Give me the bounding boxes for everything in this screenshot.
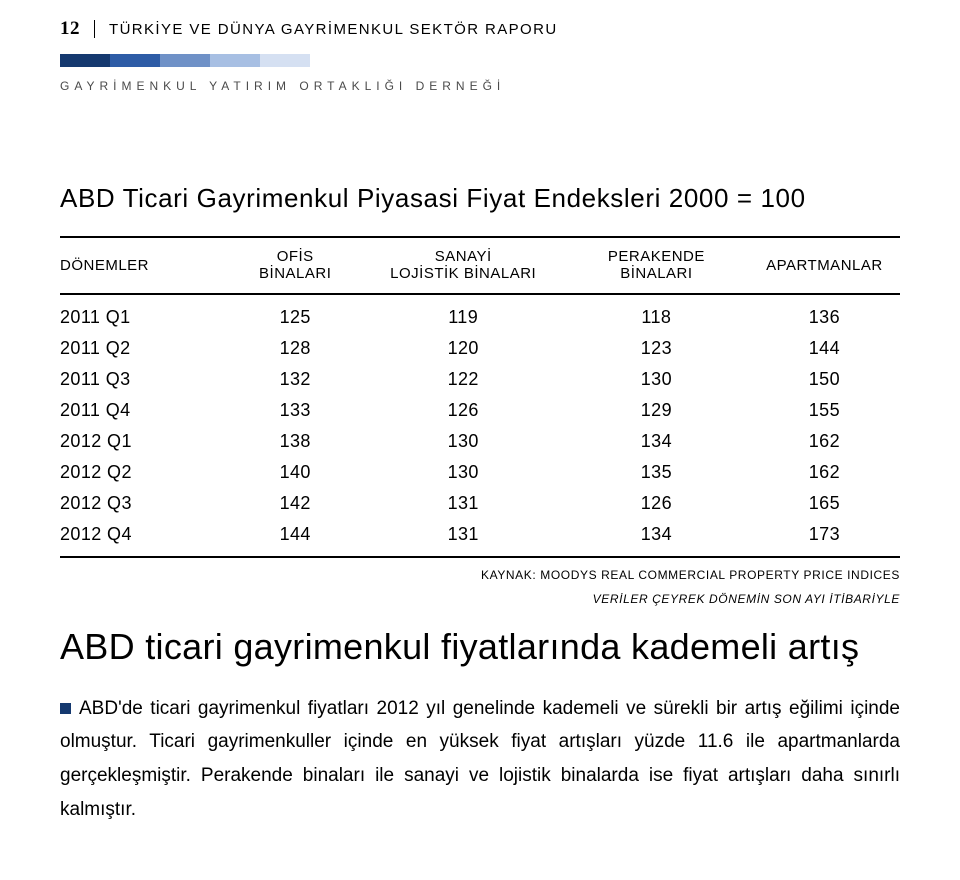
col-1: OFİSBİNALARI xyxy=(228,237,362,294)
grad-box-3 xyxy=(210,54,260,67)
table-cell: 126 xyxy=(362,395,564,426)
table-cell: 131 xyxy=(362,488,564,519)
table-cell: 2011 Q1 xyxy=(60,294,228,333)
page-number: 12 xyxy=(60,18,80,40)
col-2: SANAYİLOJİSTİK BİNALARI xyxy=(362,237,564,294)
table-cell: 128 xyxy=(228,333,362,364)
table-cell: 173 xyxy=(749,519,900,550)
table-cell: 142 xyxy=(228,488,362,519)
table-row: 2011 Q2128120123144 xyxy=(60,333,900,364)
table-row: 2011 Q1125119118136 xyxy=(60,294,900,333)
org-name: GAYRİMENKUL YATIRIM ORTAKLIĞI DERNEĞİ xyxy=(60,79,900,93)
table-cell: 123 xyxy=(564,333,749,364)
bullet-icon xyxy=(60,703,71,714)
table-cell: 138 xyxy=(228,426,362,457)
table-cell: 120 xyxy=(362,333,564,364)
table-note: VERİLER ÇEYREK DÖNEMİN SON AYI İTİBARİYL… xyxy=(60,592,900,606)
col-3: PERAKENDE BİNALARI xyxy=(564,237,749,294)
table-cell: 125 xyxy=(228,294,362,333)
table-cell: 165 xyxy=(749,488,900,519)
table-cell: 2012 Q2 xyxy=(60,457,228,488)
table-cell: 131 xyxy=(362,519,564,550)
table-cell: 2012 Q4 xyxy=(60,519,228,550)
table-cell: 2011 Q2 xyxy=(60,333,228,364)
table-source: KAYNAK: MOODYS REAL COMMERCIAL PROPERTY … xyxy=(60,568,900,582)
table-row: 2012 Q1138130134162 xyxy=(60,426,900,457)
gradient-bar xyxy=(60,54,900,67)
grad-box-1 xyxy=(110,54,160,67)
table-row: 2011 Q3132122130150 xyxy=(60,364,900,395)
table-cell: 155 xyxy=(749,395,900,426)
table-row: 2012 Q2140130135162 xyxy=(60,457,900,488)
body-text: ABD'de ticari gayrimenkul fiyatları 2012… xyxy=(60,698,900,820)
report-title: TÜRKİYE VE DÜNYA GAYRİMENKUL SEKTÖR RAPO… xyxy=(109,21,558,38)
table-cell: 119 xyxy=(362,294,564,333)
table-cell: 2011 Q3 xyxy=(60,364,228,395)
table-cell: 134 xyxy=(564,519,749,550)
table-cell: 150 xyxy=(749,364,900,395)
table-cell: 134 xyxy=(564,426,749,457)
col-0: DÖNEMLER xyxy=(60,237,228,294)
table-cell: 126 xyxy=(564,488,749,519)
table-title: ABD Ticari Gayrimenkul Piyasasi Fiyat En… xyxy=(60,183,900,214)
table-cell: 118 xyxy=(564,294,749,333)
table-cell: 162 xyxy=(749,457,900,488)
divider xyxy=(94,20,95,38)
page: 12 TÜRKİYE VE DÜNYA GAYRİMENKUL SEKTÖR R… xyxy=(0,0,960,880)
table-bottom-rule xyxy=(60,556,900,558)
table-cell: 133 xyxy=(228,395,362,426)
table-cell: 2012 Q1 xyxy=(60,426,228,457)
table-cell: 132 xyxy=(228,364,362,395)
table-cell: 2012 Q3 xyxy=(60,488,228,519)
data-table: DÖNEMLER OFİSBİNALARI SANAYİLOJİSTİK BİN… xyxy=(60,236,900,550)
col-1-text: OFİSBİNALARI xyxy=(259,248,331,282)
table-row: 2012 Q3142131126165 xyxy=(60,488,900,519)
table-cell: 140 xyxy=(228,457,362,488)
table-cell: 162 xyxy=(749,426,900,457)
body-paragraph: ABD'de ticari gayrimenkul fiyatları 2012… xyxy=(60,692,900,827)
table-body: 2011 Q11251191181362011 Q212812012314420… xyxy=(60,294,900,550)
table-cell: 122 xyxy=(362,364,564,395)
table-cell: 136 xyxy=(749,294,900,333)
table-head: DÖNEMLER OFİSBİNALARI SANAYİLOJİSTİK BİN… xyxy=(60,237,900,294)
table-header-row: DÖNEMLER OFİSBİNALARI SANAYİLOJİSTİK BİN… xyxy=(60,237,900,294)
headline: ABD ticari gayrimenkul fiyatlarında kade… xyxy=(60,626,900,668)
table-cell: 130 xyxy=(362,426,564,457)
table-cell: 144 xyxy=(749,333,900,364)
table-row: 2011 Q4133126129155 xyxy=(60,395,900,426)
table-cell: 135 xyxy=(564,457,749,488)
grad-box-4 xyxy=(260,54,310,67)
col-4: APARTMANLAR xyxy=(749,237,900,294)
table-cell: 130 xyxy=(564,364,749,395)
table-row: 2012 Q4144131134173 xyxy=(60,519,900,550)
table-cell: 129 xyxy=(564,395,749,426)
top-bar: 12 TÜRKİYE VE DÜNYA GAYRİMENKUL SEKTÖR R… xyxy=(60,18,900,40)
table-cell: 144 xyxy=(228,519,362,550)
grad-box-0 xyxy=(60,54,110,67)
table-cell: 130 xyxy=(362,457,564,488)
col-2-text: SANAYİLOJİSTİK BİNALARI xyxy=(390,248,536,282)
table-cell: 2011 Q4 xyxy=(60,395,228,426)
grad-box-2 xyxy=(160,54,210,67)
